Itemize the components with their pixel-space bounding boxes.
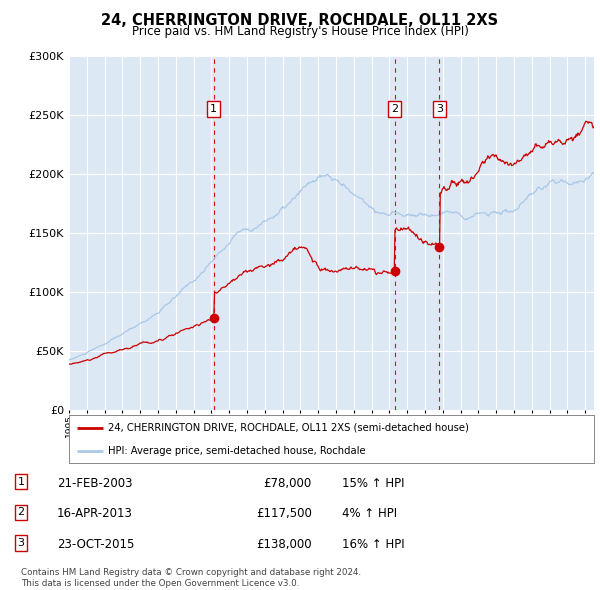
Text: 23-OCT-2015: 23-OCT-2015: [57, 538, 134, 551]
Text: 2: 2: [17, 507, 25, 517]
Text: 24, CHERRINGTON DRIVE, ROCHDALE, OL11 2XS: 24, CHERRINGTON DRIVE, ROCHDALE, OL11 2X…: [101, 13, 499, 28]
Text: 16% ↑ HPI: 16% ↑ HPI: [342, 538, 404, 551]
Text: 21-FEB-2003: 21-FEB-2003: [57, 477, 133, 490]
Text: 1: 1: [17, 477, 25, 487]
Text: 3: 3: [17, 538, 25, 548]
Text: 24, CHERRINGTON DRIVE, ROCHDALE, OL11 2XS (semi-detached house): 24, CHERRINGTON DRIVE, ROCHDALE, OL11 2X…: [109, 423, 469, 433]
Text: £138,000: £138,000: [256, 538, 312, 551]
Text: Price paid vs. HM Land Registry's House Price Index (HPI): Price paid vs. HM Land Registry's House …: [131, 25, 469, 38]
Text: 16-APR-2013: 16-APR-2013: [57, 507, 133, 520]
Text: HPI: Average price, semi-detached house, Rochdale: HPI: Average price, semi-detached house,…: [109, 446, 366, 456]
Text: 4% ↑ HPI: 4% ↑ HPI: [342, 507, 397, 520]
Text: 3: 3: [436, 104, 443, 114]
Text: This data is licensed under the Open Government Licence v3.0.: This data is licensed under the Open Gov…: [21, 579, 299, 588]
Text: £117,500: £117,500: [256, 507, 312, 520]
Text: £78,000: £78,000: [264, 477, 312, 490]
Text: 15% ↑ HPI: 15% ↑ HPI: [342, 477, 404, 490]
Text: 2: 2: [391, 104, 398, 114]
Text: Contains HM Land Registry data © Crown copyright and database right 2024.: Contains HM Land Registry data © Crown c…: [21, 568, 361, 576]
Text: 1: 1: [210, 104, 217, 114]
